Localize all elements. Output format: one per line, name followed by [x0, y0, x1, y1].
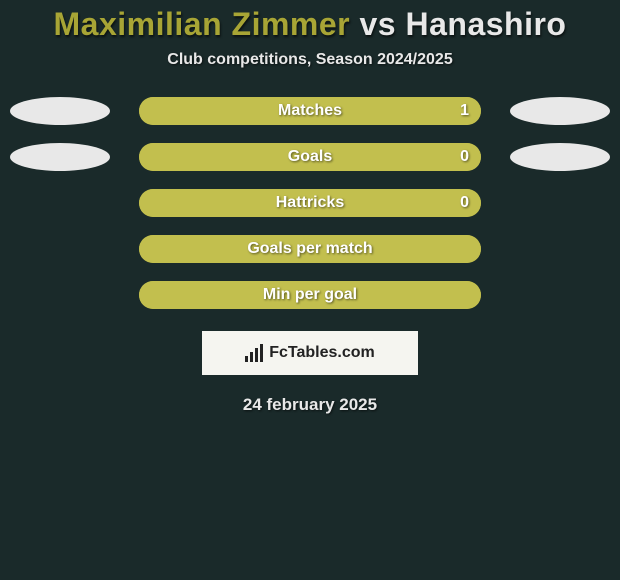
stat-rows: Matches 1 Goals 0 Hattricks 0 Goals per match M…: [0, 97, 620, 309]
player1-name: Maximilian Zimmer: [54, 6, 351, 42]
stat-row: Matches 1: [0, 97, 620, 125]
stat-row: Hattricks 0: [0, 189, 620, 217]
stat-bar: Matches 1: [139, 97, 481, 125]
stat-value: 0: [460, 148, 469, 166]
stat-row: Goals 0: [0, 143, 620, 171]
title-vs: vs: [360, 6, 397, 42]
stat-label: Matches: [278, 102, 342, 120]
stat-value: 1: [460, 102, 469, 120]
stat-bar: Goals per match: [139, 235, 481, 263]
stat-label: Min per goal: [263, 286, 357, 304]
comparison-infographic: Maximilian Zimmer vs Hanashiro Club comp…: [0, 0, 620, 415]
right-oval: [510, 143, 610, 171]
watermark-text: FcTables.com: [269, 344, 375, 362]
stat-bar: Hattricks 0: [139, 189, 481, 217]
stat-label: Goals: [288, 148, 332, 166]
stat-row: Goals per match: [0, 235, 620, 263]
stat-value: 0: [460, 194, 469, 212]
stat-label: Goals per match: [247, 240, 372, 258]
player2-name: Hanashiro: [405, 6, 566, 42]
stat-bar: Min per goal: [139, 281, 481, 309]
watermark: FcTables.com: [202, 331, 418, 375]
right-oval: [510, 97, 610, 125]
subtitle: Club competitions, Season 2024/2025: [167, 51, 452, 69]
bars-icon: [245, 344, 263, 362]
stat-bar: Goals 0: [139, 143, 481, 171]
stat-row: Min per goal: [0, 281, 620, 309]
date-text: 24 february 2025: [243, 395, 377, 415]
left-oval: [10, 143, 110, 171]
page-title: Maximilian Zimmer vs Hanashiro: [54, 6, 567, 43]
stat-label: Hattricks: [276, 194, 344, 212]
left-oval: [10, 97, 110, 125]
